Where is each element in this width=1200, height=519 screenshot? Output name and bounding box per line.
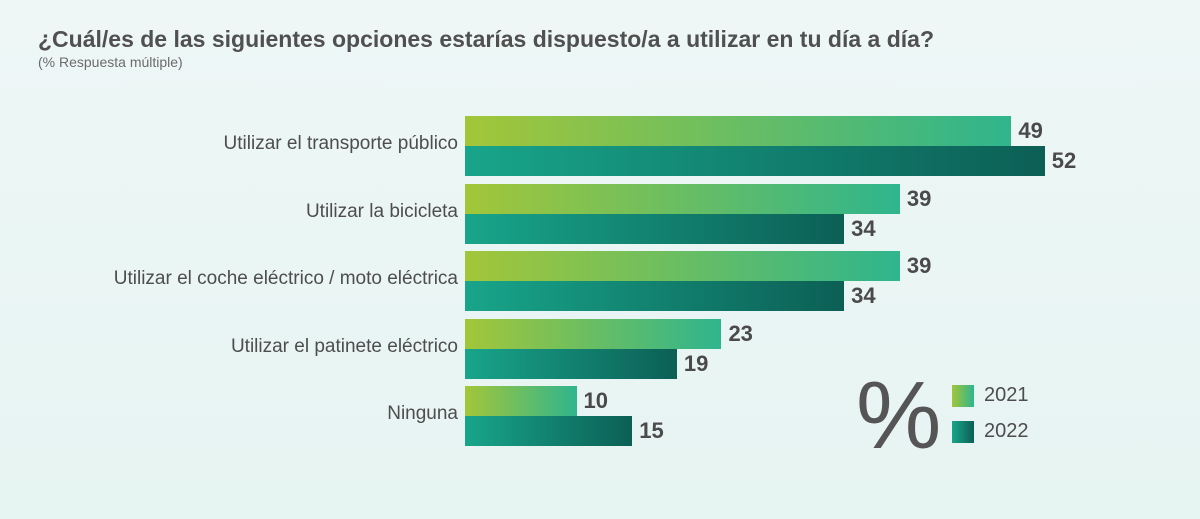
bar-2021 bbox=[465, 251, 900, 281]
data-label-2021: 10 bbox=[583, 388, 608, 413]
bar-2022 bbox=[465, 348, 677, 379]
data-label-2022: 34 bbox=[851, 283, 876, 308]
bar-2022 bbox=[465, 213, 845, 244]
bar-2021 bbox=[465, 318, 722, 349]
legend-swatch-2022 bbox=[952, 420, 974, 443]
data-label-2021: 39 bbox=[906, 253, 932, 278]
legend-label-2021: 2021 bbox=[984, 384, 1029, 406]
bar-2022 bbox=[465, 146, 1045, 176]
legend-item-2022: 2022 bbox=[952, 420, 1029, 443]
category-label: Ninguna bbox=[387, 403, 458, 424]
category-label: Utilizar la bicicleta bbox=[305, 200, 458, 222]
chart-subtitle: (% Respuesta múltiple) bbox=[38, 54, 183, 70]
data-label-2021: 49 bbox=[1018, 118, 1043, 143]
bar-2021 bbox=[465, 116, 1012, 146]
data-label-2022: 15 bbox=[639, 418, 664, 443]
bar-2022 bbox=[465, 281, 845, 311]
data-label-2021: 23 bbox=[728, 320, 753, 346]
percent-icon: % bbox=[856, 362, 942, 469]
category-label: Utilizar el transporte público bbox=[223, 133, 458, 154]
data-label-2021: 39 bbox=[906, 185, 932, 211]
data-label-2022: 34 bbox=[851, 215, 876, 241]
legend-label-2022: 2022 bbox=[984, 420, 1029, 442]
chart-title: ¿Cuál/es de las siguientes opciones esta… bbox=[38, 26, 934, 52]
bar-2021 bbox=[465, 183, 900, 214]
category-label: Utilizar el patinete eléctrico bbox=[230, 335, 458, 357]
bar-2022 bbox=[465, 416, 633, 446]
data-label-2022: 19 bbox=[683, 350, 709, 376]
category-label: Utilizar el coche eléctrico / moto eléct… bbox=[113, 268, 458, 289]
legend-item-2021: 2021 bbox=[952, 384, 1029, 407]
data-label-2022: 52 bbox=[1051, 148, 1077, 173]
legend-swatch-2021 bbox=[952, 384, 974, 407]
bar-2021 bbox=[465, 386, 577, 416]
